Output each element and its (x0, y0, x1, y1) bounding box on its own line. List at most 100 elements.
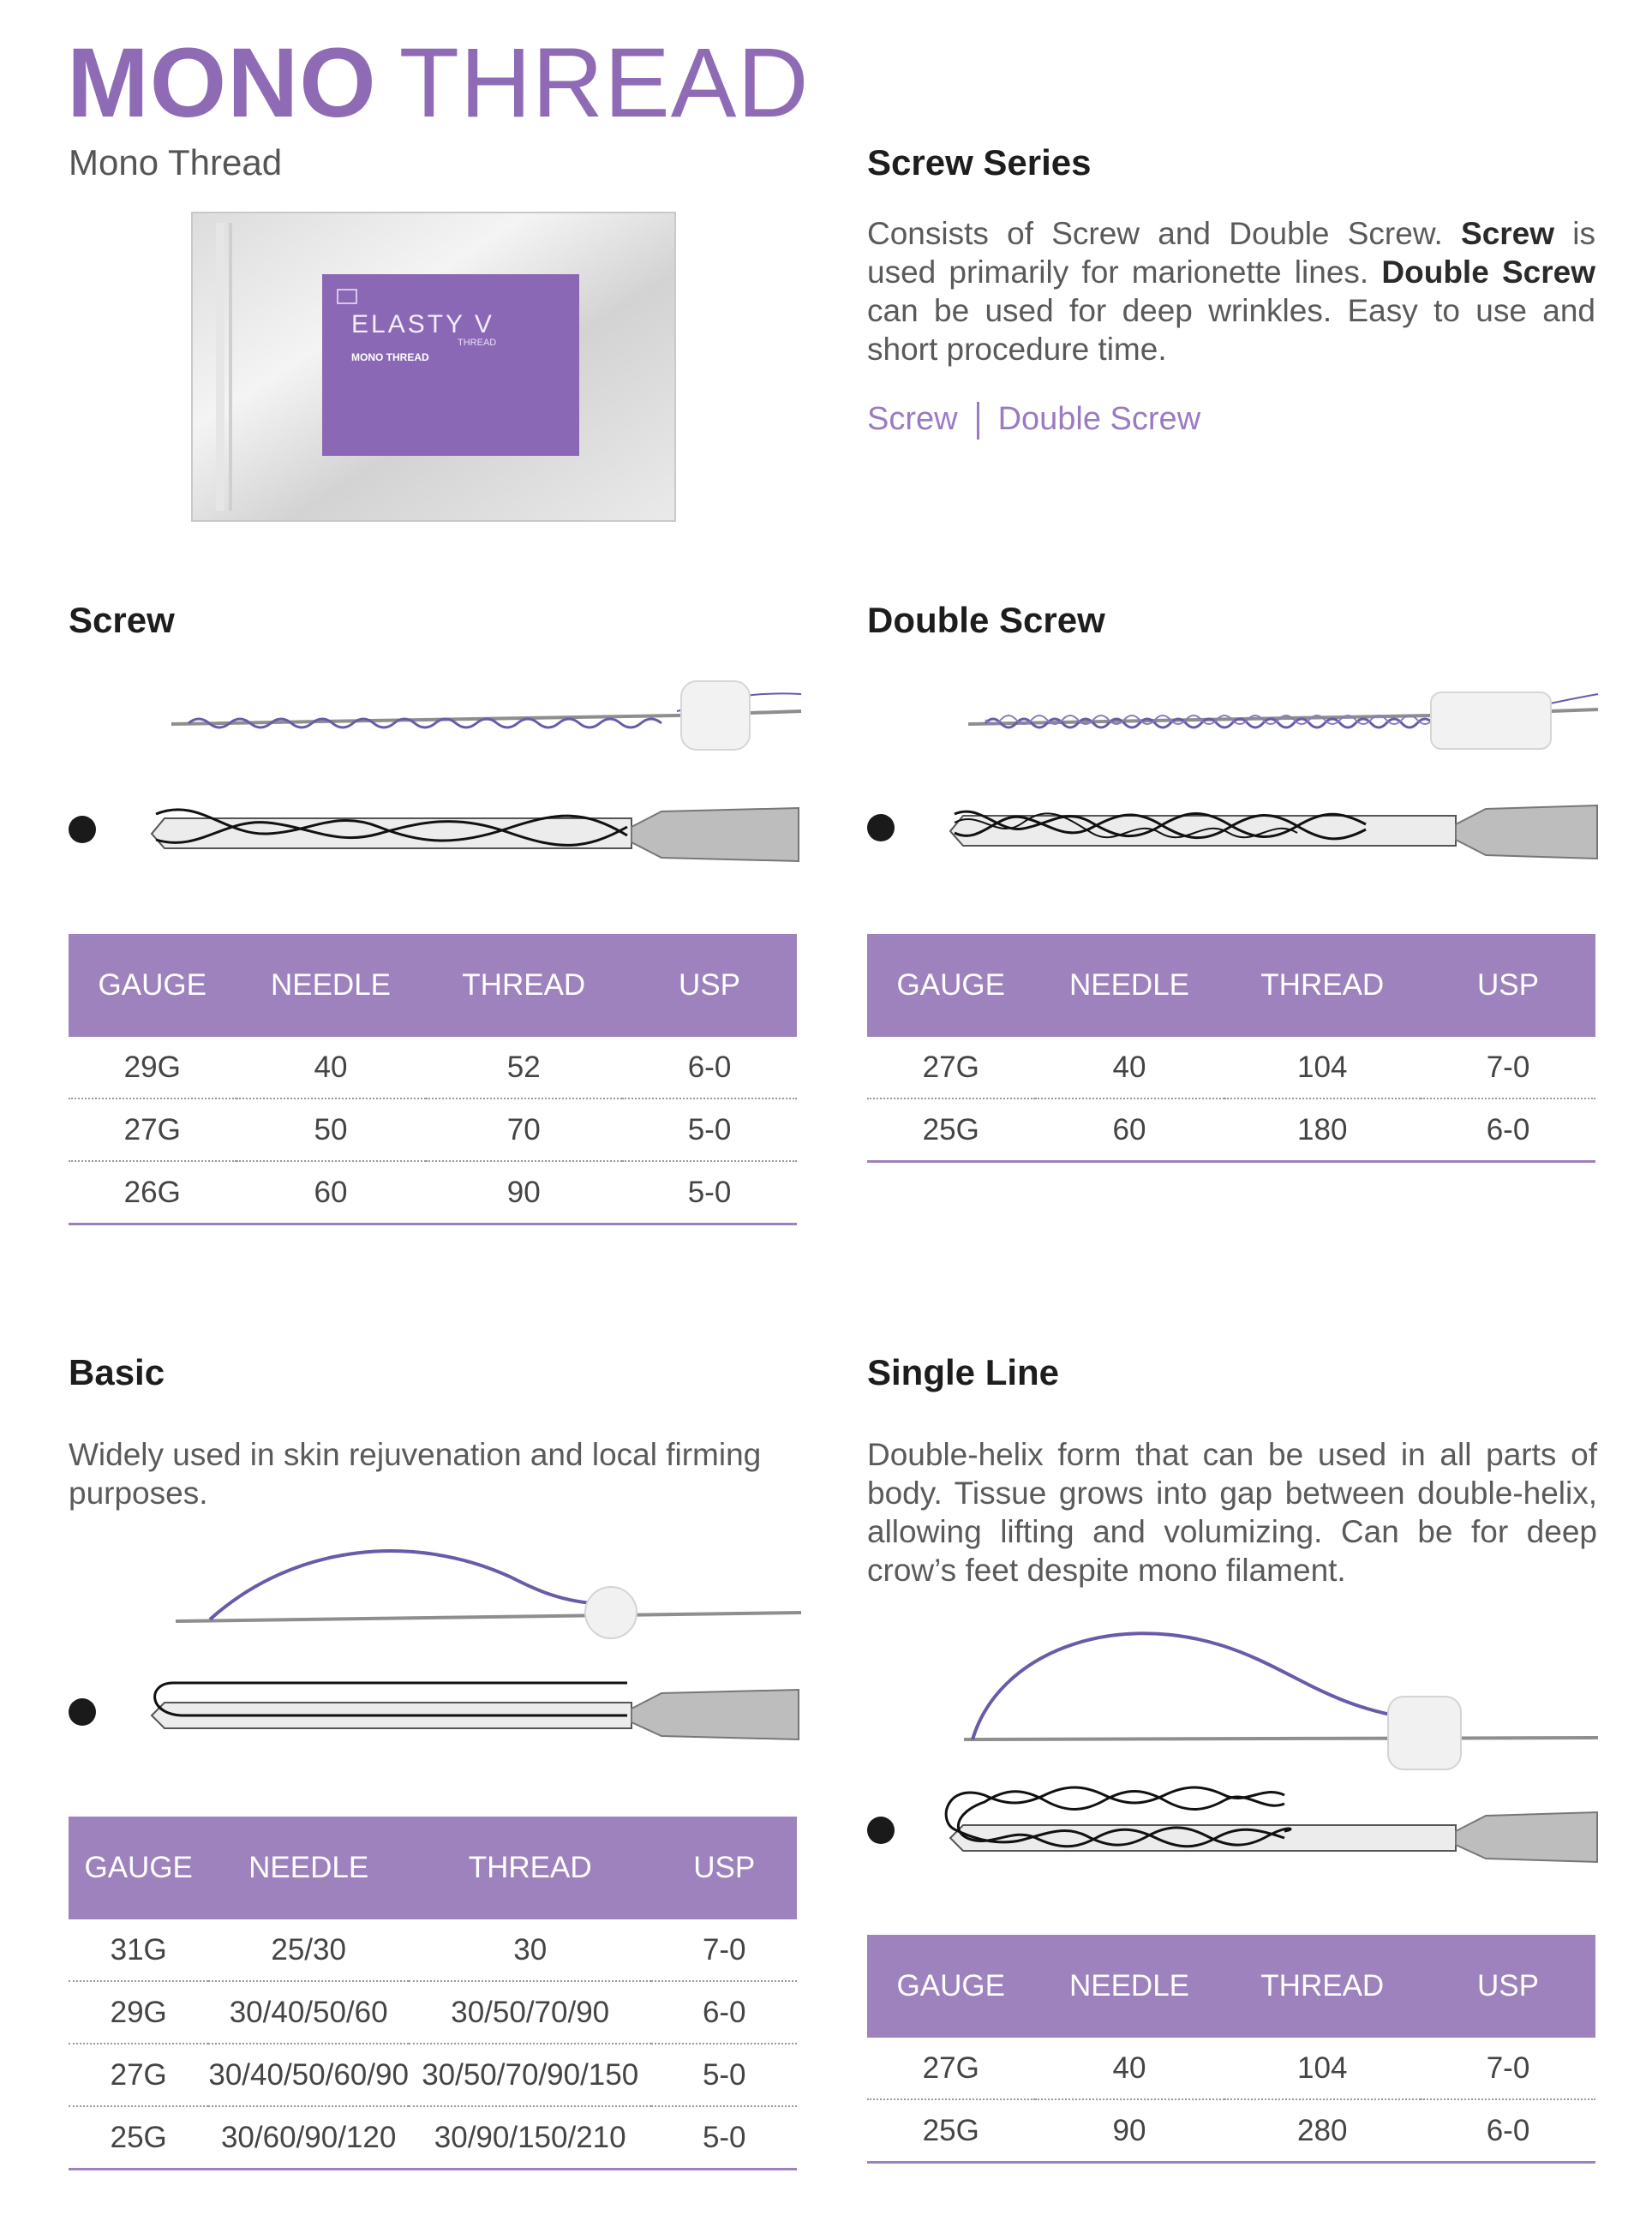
thread-cell: 30/90/150/210 (408, 2106, 652, 2170)
table-row: 27G 40 104 7-0 (867, 1037, 1595, 1099)
single-line-table-header: GAUGE NEEDLE THREAD USP (867, 1935, 1595, 2038)
single-line-diagram-bullet (867, 1817, 895, 1844)
thread-cell: 280 (1224, 2099, 1421, 2164)
package-product-label: MONO THREAD (351, 351, 429, 363)
gauge-cell: 29G (69, 1037, 236, 1099)
double-screw-spec-table: GAUGE NEEDLE THREAD USP 27G 40 104 7-0 2… (867, 934, 1595, 1163)
usp-header: USP (1421, 934, 1595, 1037)
gauge-cell: 27G (69, 2044, 209, 2107)
needle-cell: 50 (236, 1099, 426, 1162)
gauge-cell: 25G (867, 2099, 1035, 2164)
basic-needle-diagram (150, 1681, 799, 1741)
double-screw-diagram-bullet (867, 814, 895, 841)
gauge-cell: 27G (69, 1099, 236, 1162)
usp-cell: 5-0 (622, 1099, 797, 1162)
needle-cell: 25/30 (208, 1919, 409, 1982)
thread-header: THREAD (408, 1817, 652, 1919)
single-line-thread-photo (963, 1631, 1599, 1770)
screw-series-text-4: Double Screw (1381, 254, 1595, 290)
screw-series-links: Screw Double Screw (867, 401, 1200, 440)
gauge-header: GAUGE (69, 1817, 209, 1919)
table-row: 29G 40 52 6-0 (69, 1037, 797, 1099)
gauge-cell: 27G (867, 2038, 1035, 2100)
thread-cell: 30/50/70/90/150 (408, 2044, 652, 2107)
basic-thread-photo (175, 1549, 802, 1639)
gauge-header: GAUGE (867, 934, 1035, 1037)
usp-cell: 6-0 (622, 1037, 797, 1099)
basic-diagram-bullet (69, 1698, 96, 1726)
usp-header: USP (622, 934, 797, 1037)
screw-thread-photo (171, 680, 802, 751)
table-row: 27G 40 104 7-0 (867, 2038, 1595, 2100)
table-row: 25G 90 280 6-0 (867, 2099, 1595, 2164)
basic-description: Widely used in skin rejuvenation and loc… (69, 1437, 762, 1511)
gauge-header: GAUGE (69, 934, 236, 1037)
link-separator (976, 401, 979, 440)
gauge-cell: 25G (867, 1099, 1035, 1163)
usp-cell: 5-0 (622, 1161, 797, 1225)
gauge-cell: 31G (69, 1919, 209, 1982)
needle-header: NEEDLE (1034, 1935, 1224, 2038)
table-row: 27G 30/40/50/60/90 30/50/70/90/150 5-0 (69, 2044, 797, 2107)
gauge-cell: 25G (69, 2106, 209, 2170)
title-bold: MONO (67, 28, 377, 138)
needle-cell: 40 (1034, 1037, 1224, 1099)
usp-cell: 6-0 (1421, 1099, 1595, 1163)
needle-cell: 30/60/90/120 (208, 2106, 409, 2170)
thread-header: THREAD (1224, 1935, 1421, 2038)
needle-cell: 30/40/50/60 (208, 1981, 409, 2044)
package-sub-label: THREAD (458, 338, 497, 348)
thread-cell: 180 (1224, 1099, 1421, 1163)
double-screw-title: Double Screw (867, 600, 1105, 640)
screw-series-description: Consists of Screw and Double Screw. Scre… (867, 214, 1595, 368)
usp-cell: 7-0 (1421, 2038, 1595, 2100)
needle-cell: 90 (1034, 2099, 1224, 2164)
screw-title: Screw (69, 600, 175, 640)
needle-header: NEEDLE (236, 934, 426, 1037)
screw-series-text-1: Consists of Screw and Double Screw. (867, 216, 1462, 251)
needle-cell: 30/40/50/60/90 (208, 2044, 409, 2107)
package-brand: ELASTY V (351, 310, 494, 338)
double-screw-table-header: GAUGE NEEDLE THREAD USP (867, 934, 1595, 1037)
gauge-cell: 29G (69, 1981, 209, 2044)
title-light: THREAD (398, 28, 810, 138)
needle-cell: 60 (236, 1161, 426, 1225)
thread-cell: 52 (425, 1037, 622, 1099)
table-row: 25G 30/60/90/120 30/90/150/210 5-0 (69, 2106, 797, 2170)
usp-cell: 5-0 (651, 2106, 797, 2170)
basic-spec-table: GAUGE NEEDLE THREAD USP 31G 25/30 30 7-0… (69, 1817, 797, 2170)
table-row: 25G 60 180 6-0 (867, 1099, 1595, 1163)
needle-header: NEEDLE (1034, 934, 1224, 1037)
thread-cell: 104 (1224, 1037, 1421, 1099)
screw-link[interactable]: Screw (867, 401, 958, 437)
page-title: MONO THREAD (67, 34, 810, 133)
thread-header: THREAD (1224, 934, 1421, 1037)
thread-cell: 30/50/70/90 (408, 1981, 652, 2044)
thread-cell: 70 (425, 1099, 622, 1162)
usp-header: USP (1421, 1935, 1595, 2038)
screw-needle-diagram (150, 806, 799, 863)
product-package-image (191, 212, 676, 522)
usp-header: USP (651, 1817, 797, 1919)
double-screw-link[interactable]: Double Screw (997, 401, 1201, 437)
single-line-needle-diagram (944, 1786, 1598, 1864)
table-row: 29G 30/40/50/60 30/50/70/90 6-0 (69, 1981, 797, 2044)
page-subtitle: Mono Thread (69, 142, 283, 183)
screw-series-title: Screw Series (867, 142, 1092, 183)
single-line-spec-table: GAUGE NEEDLE THREAD USP 27G 40 104 7-0 2… (867, 1935, 1595, 2164)
double-screw-thread-photo (967, 691, 1599, 750)
screw-series-text-2: Screw (1461, 216, 1555, 251)
table-row: 26G 60 90 5-0 (69, 1161, 797, 1225)
screw-diagram-bullet (69, 816, 96, 843)
double-screw-needle-diagram (949, 804, 1598, 860)
usp-cell: 6-0 (651, 1981, 797, 2044)
gauge-cell: 26G (69, 1161, 236, 1225)
gauge-cell: 27G (867, 1037, 1035, 1099)
needle-header: NEEDLE (208, 1817, 409, 1919)
usp-cell: 7-0 (1421, 1037, 1595, 1099)
needle-cell: 40 (236, 1037, 426, 1099)
thread-cell: 104 (1224, 2038, 1421, 2100)
usp-cell: 6-0 (1421, 2099, 1595, 2164)
screw-table-header: GAUGE NEEDLE THREAD USP (69, 934, 797, 1037)
needle-cell: 40 (1034, 2038, 1224, 2100)
